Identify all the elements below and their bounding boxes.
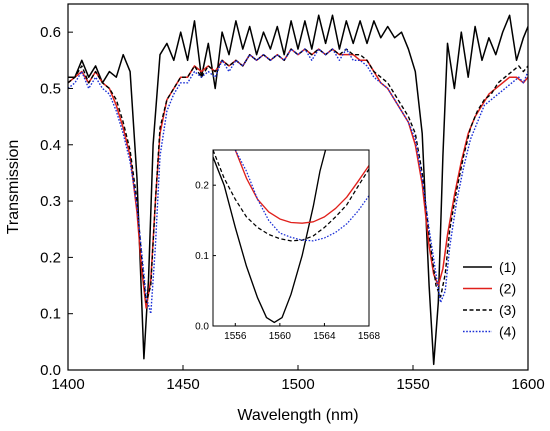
- main-y-tick-label: 0.2: [40, 249, 61, 266]
- inset-y-tick-label: 0.0: [195, 322, 209, 333]
- inset-background: [213, 150, 369, 326]
- inset-x-tick-label: 1564: [313, 331, 336, 342]
- legend-label-2: (2): [499, 281, 516, 297]
- legend-label-3: (3): [499, 302, 516, 318]
- main-x-tick-label: 1500: [281, 376, 314, 393]
- main-x-tick-label: 1450: [166, 376, 199, 393]
- y-axis-title: Transmission: [5, 140, 22, 235]
- legend: (1) (2) (3) (4): [463, 259, 516, 340]
- inset-y-tick-label: 0.1: [195, 251, 209, 262]
- inset-series-3-line: [213, 150, 369, 242]
- main-series-1-line: [68, 14, 528, 366]
- inset-series-layer: [213, 150, 369, 324]
- main-series-2-line: [68, 48, 528, 309]
- main-series-layer: [68, 14, 528, 366]
- legend-label-1: (1): [499, 259, 516, 275]
- main-x-tick-label: 1600: [511, 376, 544, 393]
- main-y-tick-label: 0.5: [40, 80, 61, 97]
- legend-label-4: (4): [499, 324, 516, 340]
- inset-series-4-line: [234, 150, 369, 242]
- main-y-tick-label: 0.0: [40, 362, 61, 379]
- main-axis-ticks: 1400 1450 1500 1550 1600 0.0 0.1 0.2 0.3 0.4 0.5 0.…: [40, 24, 545, 393]
- main-y-tick-label: 0.4: [40, 137, 61, 154]
- main-x-tick-label: 1550: [396, 376, 429, 393]
- inset-x-tick-label: 1556: [224, 331, 247, 342]
- inset-series-1-line: [213, 150, 327, 324]
- inset-axis-ticks: 1556 1560 1564 1568 0.0 0.1 0.2: [195, 181, 380, 342]
- main-y-tick-label: 0.6: [40, 24, 61, 41]
- inset-x-tick-label: 1568: [358, 331, 381, 342]
- inset-plot-frame: [212, 149, 370, 327]
- main-y-tick-label: 0.3: [40, 193, 61, 210]
- x-axis-title: Wavelength (nm): [237, 407, 358, 424]
- inset-y-tick-label: 0.2: [195, 181, 209, 192]
- inset-series-2-line: [234, 150, 369, 224]
- main-y-tick-label: 0.1: [40, 306, 61, 323]
- main-x-tick-label: 1400: [51, 376, 84, 393]
- inset-x-tick-label: 1560: [269, 331, 292, 342]
- inset-plot: 1556 1560 1564 1568 0.0 0.1 0.2: [195, 149, 381, 342]
